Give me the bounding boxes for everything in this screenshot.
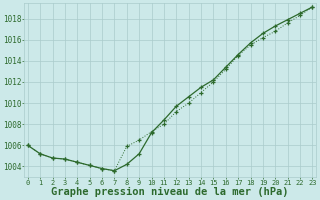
X-axis label: Graphe pression niveau de la mer (hPa): Graphe pression niveau de la mer (hPa) (51, 187, 289, 197)
